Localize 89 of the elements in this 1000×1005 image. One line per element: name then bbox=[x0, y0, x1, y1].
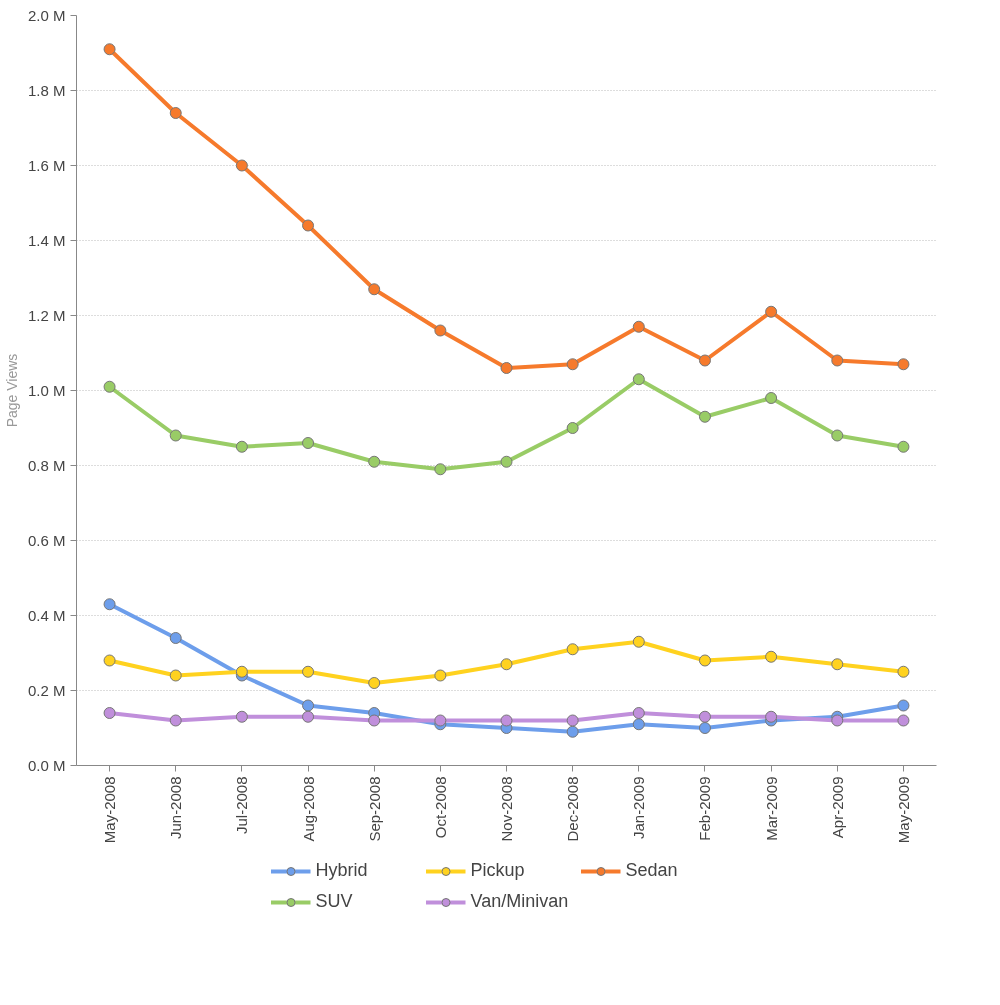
point bbox=[302, 710, 315, 723]
point bbox=[103, 707, 116, 719]
point bbox=[302, 437, 315, 449]
point bbox=[698, 354, 711, 367]
point bbox=[500, 658, 513, 671]
point bbox=[368, 455, 381, 468]
point bbox=[632, 635, 645, 648]
x-tick-label: Jun-2008 bbox=[167, 776, 185, 840]
x-tick-label: Mar-2009 bbox=[762, 776, 780, 841]
point bbox=[434, 714, 447, 727]
point bbox=[897, 699, 910, 712]
point bbox=[434, 463, 447, 476]
point bbox=[831, 429, 844, 442]
point bbox=[566, 643, 579, 656]
point bbox=[235, 710, 248, 723]
y-tick-label: 0.2 M bbox=[27, 682, 66, 699]
point bbox=[302, 665, 315, 678]
point bbox=[698, 410, 711, 423]
point bbox=[698, 654, 711, 667]
point bbox=[302, 219, 315, 232]
point bbox=[765, 650, 778, 663]
point bbox=[566, 714, 579, 727]
point bbox=[500, 714, 513, 727]
point bbox=[831, 354, 844, 367]
point bbox=[765, 392, 778, 404]
point bbox=[632, 718, 645, 731]
point bbox=[897, 358, 910, 371]
point bbox=[632, 320, 645, 333]
y-tick-label: 0.6 M bbox=[27, 532, 66, 549]
x-tick-label: Aug-2008 bbox=[299, 776, 317, 842]
legend-label: Van/Minivan bbox=[470, 891, 570, 912]
y-tick-label: 0.8 M bbox=[27, 457, 66, 474]
y-axis-title: Page Views bbox=[3, 353, 20, 428]
x-tick-label: Nov-2008 bbox=[498, 776, 515, 842]
y-tick-label: 2.0 M bbox=[27, 7, 66, 24]
point bbox=[500, 455, 513, 468]
y-tick-label: 1.8 M bbox=[27, 82, 66, 99]
point bbox=[302, 699, 315, 712]
y-tick-label: 1.6 M bbox=[27, 157, 66, 174]
x-tick-label: Jul-2008 bbox=[233, 776, 251, 835]
point bbox=[169, 107, 182, 119]
point bbox=[566, 358, 579, 371]
point bbox=[368, 714, 381, 727]
x-tick-label: Dec-2008 bbox=[564, 776, 582, 842]
point bbox=[368, 677, 381, 689]
point bbox=[831, 714, 844, 727]
point bbox=[765, 305, 778, 318]
legend-label: Pickup bbox=[470, 860, 526, 881]
point bbox=[698, 722, 711, 734]
point bbox=[169, 429, 182, 442]
y-tick-label: 0.0 M bbox=[27, 757, 66, 774]
point bbox=[434, 324, 447, 337]
point bbox=[500, 362, 513, 374]
x-tick-label: Oct-2008 bbox=[431, 776, 449, 839]
point bbox=[434, 669, 447, 682]
legend-label: SUV bbox=[315, 891, 354, 912]
point bbox=[897, 714, 910, 727]
point bbox=[897, 665, 910, 678]
point bbox=[103, 654, 116, 667]
point bbox=[698, 710, 711, 723]
point bbox=[235, 665, 248, 678]
y-tick-label: 0.4 M bbox=[27, 607, 66, 624]
point bbox=[897, 440, 910, 453]
y-tick-label: 1.0 M bbox=[27, 382, 66, 399]
point bbox=[103, 43, 116, 56]
x-tick-label: May-2008 bbox=[101, 776, 119, 844]
x-tick-label: Apr-2009 bbox=[828, 776, 846, 839]
point bbox=[765, 710, 778, 723]
point bbox=[368, 283, 381, 296]
y-tick-label: 1.4 M bbox=[27, 232, 66, 249]
point bbox=[169, 632, 182, 644]
point bbox=[235, 440, 248, 453]
point bbox=[103, 380, 116, 393]
point bbox=[566, 725, 579, 738]
point bbox=[103, 598, 116, 611]
point bbox=[169, 714, 182, 727]
x-tick-label: Feb-2009 bbox=[696, 776, 714, 841]
point bbox=[566, 422, 579, 434]
legend-label: Hybrid bbox=[315, 860, 369, 881]
point bbox=[235, 159, 248, 172]
x-tick-label: Sep-2008 bbox=[365, 776, 383, 842]
point bbox=[169, 669, 182, 682]
x-tick-label: Jan-2009 bbox=[630, 776, 648, 840]
point bbox=[632, 707, 645, 719]
legend-label: Sedan bbox=[625, 860, 679, 881]
y-tick-label: 1.2 M bbox=[27, 307, 66, 324]
x-tick-label: May-2009 bbox=[894, 776, 912, 844]
point bbox=[831, 658, 844, 671]
point bbox=[632, 373, 645, 386]
